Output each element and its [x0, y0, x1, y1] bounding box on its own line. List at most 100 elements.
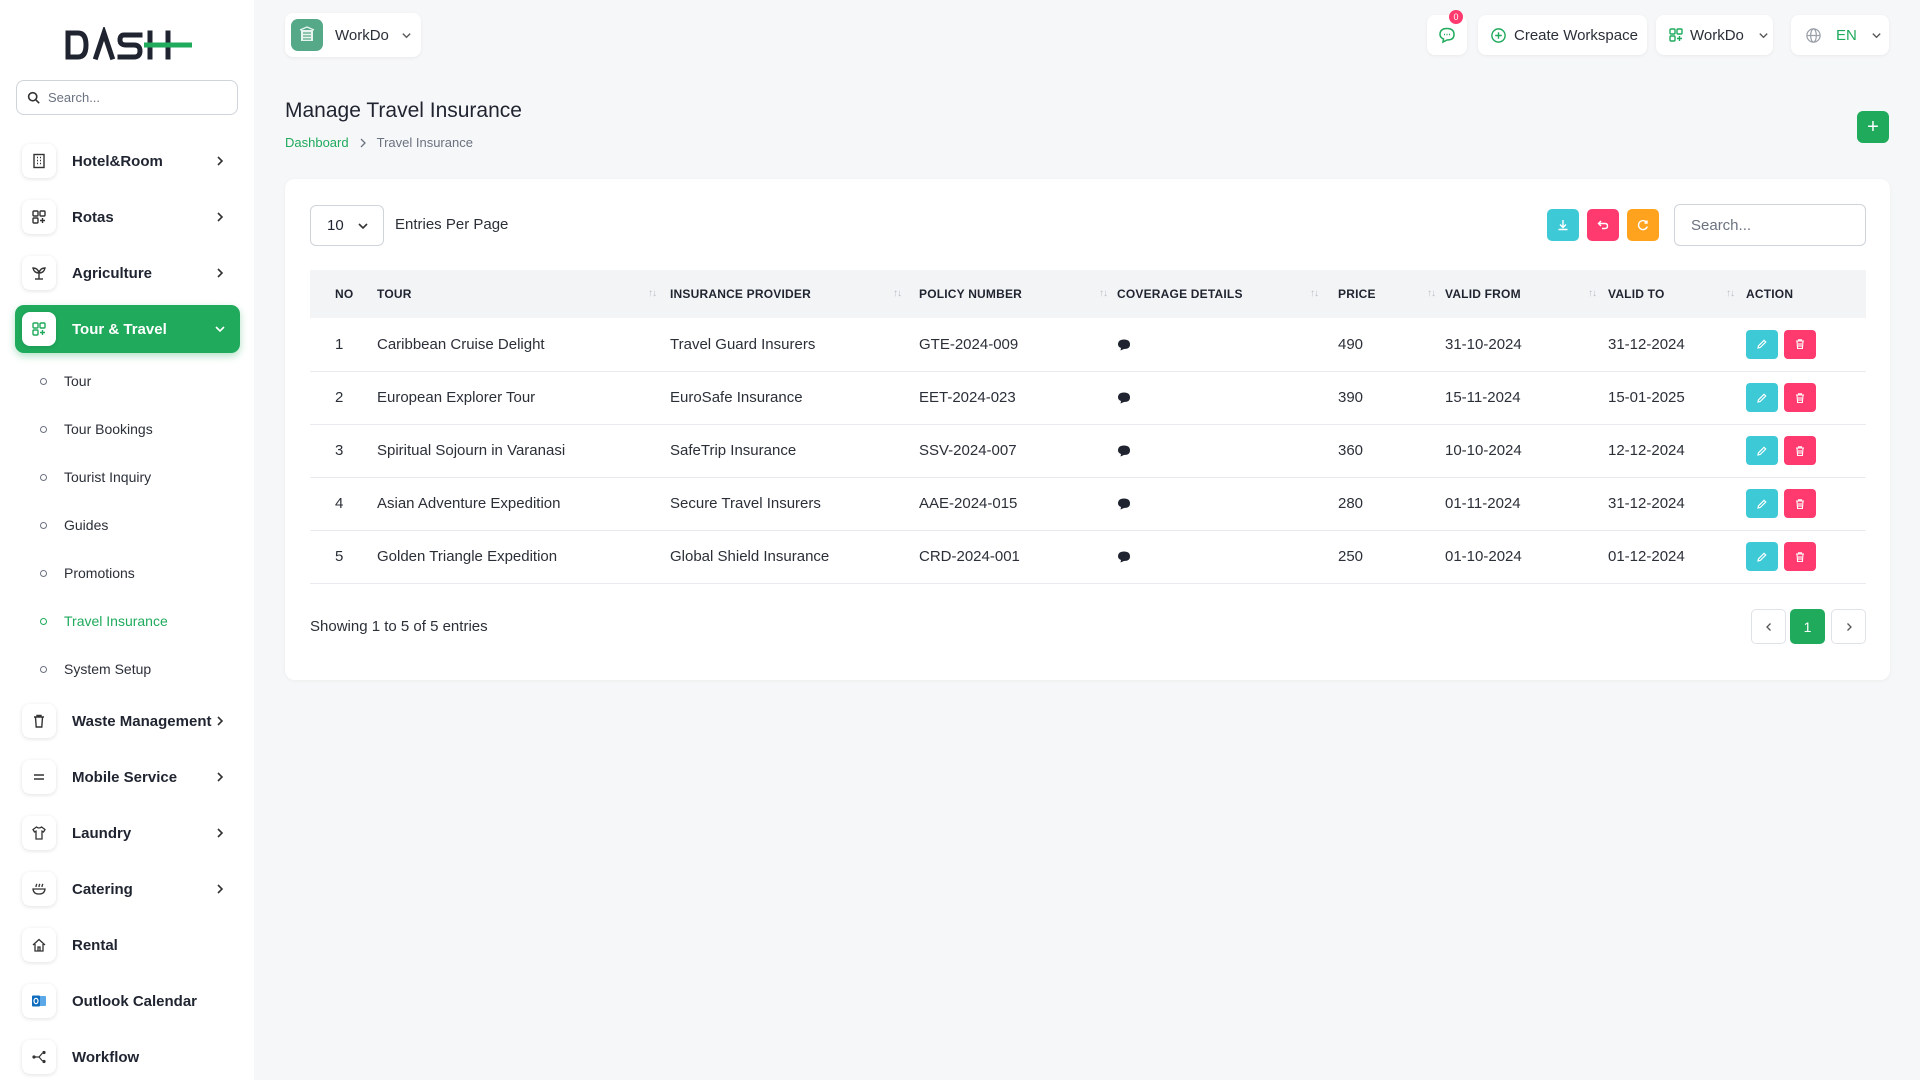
- cell-policy-number: GTE-2024-009: [919, 335, 1019, 353]
- undo-icon: [1597, 220, 1609, 230]
- export-button[interactable]: [1547, 209, 1579, 241]
- shirt-icon: [22, 816, 56, 850]
- pencil-icon: [1757, 339, 1767, 350]
- sidebar-search[interactable]: [16, 80, 238, 115]
- reset-button[interactable]: [1587, 209, 1619, 241]
- sort-icon: ↑↓: [1588, 288, 1597, 299]
- cell-policy-number: EET-2024-023: [919, 389, 1016, 406]
- submenu-item-travel-insurance[interactable]: Travel Insurance: [40, 609, 168, 633]
- sidebar-item-agriculture[interactable]: Agriculture: [15, 249, 240, 297]
- submenu-item-tour-bookings[interactable]: Tour Bookings: [40, 417, 153, 441]
- sort-icon: ↑↓: [1726, 288, 1735, 299]
- cell-tour: Spiritual Sojourn in Varanasi: [377, 442, 566, 459]
- delete-button[interactable]: [1784, 329, 1816, 359]
- delete-button[interactable]: [1784, 489, 1816, 518]
- sidebar-item-rotas[interactable]: Rotas: [15, 193, 240, 241]
- cell-valid-to: 31-12-2024: [1608, 335, 1685, 353]
- workspace-menu-label: WorkDo: [1690, 26, 1744, 44]
- cell-coverage: [1117, 424, 1338, 477]
- coverage-details-icon[interactable]: [1117, 338, 1131, 352]
- column-header-tour[interactable]: TOUR ↑↓: [377, 287, 657, 301]
- add-insurance-button[interactable]: +: [1857, 111, 1889, 143]
- sidebar-item-label: Agriculture: [72, 264, 153, 282]
- messages-button[interactable]: 0: [1427, 10, 1467, 55]
- refresh-button[interactable]: [1627, 209, 1659, 241]
- pencil-icon: [1757, 392, 1767, 403]
- cell-valid-from: 01-10-2024: [1445, 548, 1522, 565]
- chevron-right-icon: [217, 772, 224, 782]
- edit-button[interactable]: [1746, 383, 1778, 412]
- cell-valid-from: 01-11-2024: [1445, 495, 1521, 512]
- column-header-valid-from[interactable]: VALID FROM ↑↓: [1445, 287, 1597, 301]
- workspace-switcher[interactable]: WorkDo: [285, 13, 421, 57]
- chevron-right-icon: [360, 138, 366, 147]
- cell-price: 360: [1338, 442, 1364, 459]
- coverage-details-icon[interactable]: [1117, 444, 1131, 458]
- workspace-menu-button[interactable]: WorkDo: [1656, 15, 1773, 55]
- cell-coverage: [1117, 371, 1338, 424]
- cell-valid-to: 01-12-2024: [1608, 548, 1685, 565]
- pagination-prev-button[interactable]: [1751, 609, 1786, 644]
- notification-badge: 0: [1449, 10, 1463, 24]
- column-header-price[interactable]: PRICE ↑↓: [1338, 287, 1436, 301]
- coverage-details-icon[interactable]: [1117, 497, 1131, 511]
- sidebar-item-mobile-service[interactable]: Mobile Service: [15, 753, 240, 801]
- submenu-item-tourist-inquiry[interactable]: Tourist Inquiry: [40, 465, 151, 489]
- delete-button[interactable]: [1784, 383, 1816, 412]
- table-search-input[interactable]: [1674, 204, 1866, 246]
- cell-provider: Global Shield Insurance: [670, 548, 830, 565]
- sidebar-item-outlook-calendar[interactable]: Outlook Calendar: [15, 977, 240, 1025]
- sort-icon: ↑↓: [893, 288, 902, 299]
- breadcrumb-home-link[interactable]: Dashboard: [285, 135, 349, 150]
- delete-button[interactable]: [1784, 542, 1816, 571]
- language-selector[interactable]: EN: [1791, 15, 1889, 55]
- edit-button[interactable]: [1746, 329, 1778, 359]
- table-row: 2 European Explorer Tour EuroSafe Insuranc…: [310, 371, 1866, 424]
- column-header-no[interactable]: NO: [335, 287, 354, 301]
- bullet-icon: [40, 665, 47, 673]
- sidebar-item-waste-management[interactable]: Waste Management: [15, 697, 240, 745]
- column-header-insurance-provider[interactable]: INSURANCE PROVIDER ↑↓: [670, 287, 902, 301]
- submenu-item-promotions[interactable]: Promotions: [40, 561, 135, 585]
- cell-price: 490: [1338, 335, 1364, 353]
- pagination-next-button[interactable]: [1831, 609, 1866, 644]
- submenu-item-label: Tour Bookings: [64, 421, 153, 437]
- entries-per-page-select[interactable]: 10: [310, 205, 384, 246]
- delete-button[interactable]: [1784, 436, 1816, 465]
- pencil-icon: [1757, 551, 1767, 562]
- bullet-icon: [40, 521, 47, 529]
- cell-valid-to: 31-12-2024: [1608, 495, 1685, 512]
- cell-provider: SafeTrip Insurance: [670, 442, 797, 459]
- column-header-policy-number[interactable]: POLICY NUMBER ↑↓: [919, 287, 1108, 301]
- sidebar-item-laundry[interactable]: Laundry: [15, 809, 240, 857]
- pagination-page-button[interactable]: 1: [1790, 609, 1825, 644]
- submenu-item-system-setup[interactable]: System Setup: [40, 657, 151, 681]
- chevron-down-icon: [1759, 32, 1768, 38]
- sidebar-item-rental[interactable]: Rental: [15, 921, 240, 969]
- sidebar-item-tour-travel[interactable]: Tour & Travel: [15, 305, 240, 353]
- submenu-item-guides[interactable]: Guides: [40, 513, 108, 537]
- sidebar-item-workflow[interactable]: Workflow: [15, 1033, 240, 1080]
- column-header-coverage-details[interactable]: COVERAGE DETAILS ↑↓: [1117, 287, 1319, 301]
- cell-coverage: [1117, 477, 1338, 530]
- submenu-item-tour[interactable]: Tour: [40, 369, 91, 393]
- cell-tour: Golden Triangle Expedition: [377, 548, 558, 565]
- cell-no: 1: [335, 335, 344, 353]
- trash-icon: [1796, 392, 1804, 403]
- sidebar-item-hotel-room[interactable]: Hotel&Room: [15, 137, 240, 185]
- sidebar-search-input[interactable]: [48, 90, 218, 105]
- create-workspace-button[interactable]: Create Workspace: [1478, 15, 1647, 55]
- workflow-icon: [22, 1040, 56, 1074]
- sidebar-item-catering[interactable]: Catering: [15, 865, 240, 913]
- edit-button[interactable]: [1746, 436, 1778, 465]
- coverage-details-icon[interactable]: [1117, 391, 1131, 405]
- cell-no: 4: [335, 495, 344, 512]
- dash-logo[interactable]: [64, 27, 194, 63]
- edit-button[interactable]: [1746, 542, 1778, 571]
- column-header-valid-to[interactable]: VALID TO ↑↓: [1608, 287, 1735, 301]
- coverage-details-icon[interactable]: [1117, 550, 1131, 564]
- outlook-icon: [22, 984, 56, 1018]
- cell-price: 390: [1338, 389, 1364, 406]
- cell-coverage: [1117, 530, 1338, 583]
- edit-button[interactable]: [1746, 489, 1778, 518]
